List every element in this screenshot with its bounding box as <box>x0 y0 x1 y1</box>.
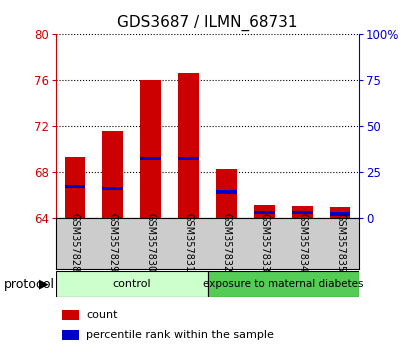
FancyBboxPatch shape <box>208 271 359 297</box>
Bar <box>330 212 350 216</box>
Bar <box>254 211 275 214</box>
Text: exposure to maternal diabetes: exposure to maternal diabetes <box>203 279 364 289</box>
Bar <box>330 207 350 218</box>
Bar <box>103 131 123 218</box>
Bar <box>62 310 79 320</box>
Text: GSM357834: GSM357834 <box>297 213 307 272</box>
Bar <box>62 330 79 341</box>
Text: percentile rank within the sample: percentile rank within the sample <box>86 330 274 340</box>
Text: GSM357830: GSM357830 <box>146 213 156 272</box>
Bar <box>216 190 237 194</box>
Text: GSM357831: GSM357831 <box>183 213 193 272</box>
Bar <box>65 157 85 218</box>
Bar <box>292 206 312 218</box>
Bar <box>216 170 237 218</box>
Text: count: count <box>86 310 118 320</box>
Bar <box>254 205 275 218</box>
Text: GSM357833: GSM357833 <box>259 213 269 272</box>
Text: control: control <box>112 279 151 289</box>
Text: GSM357829: GSM357829 <box>108 213 118 272</box>
Bar <box>292 211 312 214</box>
Text: GSM357835: GSM357835 <box>335 213 345 272</box>
FancyBboxPatch shape <box>56 271 208 297</box>
Bar <box>178 73 199 218</box>
Bar <box>65 185 85 188</box>
Bar <box>140 157 161 160</box>
Text: ▶: ▶ <box>39 278 49 291</box>
Text: protocol: protocol <box>4 278 55 291</box>
Bar <box>140 80 161 218</box>
Bar <box>178 157 199 160</box>
Bar <box>103 187 123 190</box>
Text: GSM357832: GSM357832 <box>222 213 232 272</box>
Text: GSM357828: GSM357828 <box>70 213 80 272</box>
Title: GDS3687 / ILMN_68731: GDS3687 / ILMN_68731 <box>117 15 298 31</box>
